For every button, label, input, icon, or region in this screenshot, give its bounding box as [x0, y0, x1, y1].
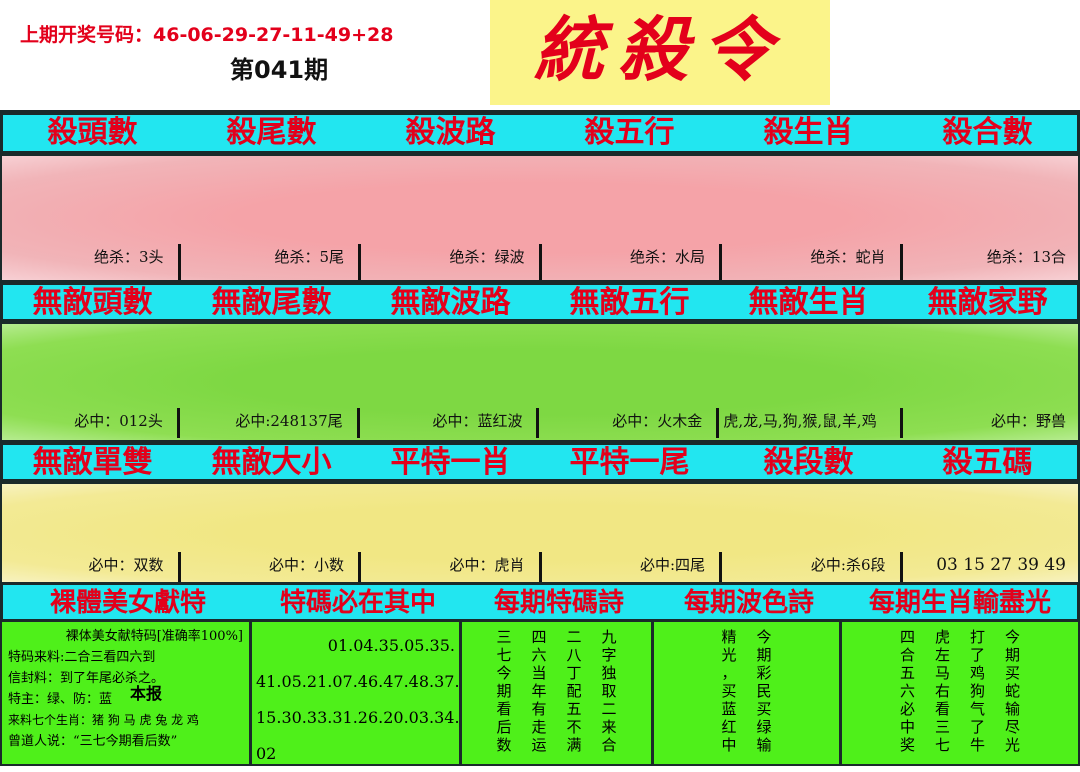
poem-column: 四六当年有走运: [531, 628, 546, 764]
value-cell: 绝杀：蛇肖: [722, 244, 903, 280]
value-cell: 绝杀：绿波: [361, 244, 542, 280]
nude-beauty-panel: 裸体美女献特码[准确率100%] 特码来料:二合三看四六到 信封料：到了年尾必杀…: [2, 622, 252, 764]
poem-column: 打了鸡狗气了牛: [970, 628, 985, 764]
section-3-header: 無敵單雙無敵大小平特一肖平特一尾殺段數殺五碼: [0, 442, 1080, 482]
value-cell: 必中：火木金: [539, 408, 719, 438]
logo: 統殺令: [490, 0, 830, 105]
text-line: 特码来料:二合三看四六到: [8, 647, 243, 668]
poem-column: 九字独取二来合: [602, 628, 617, 764]
number-line: 01.04.35.05.35.: [256, 628, 455, 664]
poem-column: 今期彩民买绿输: [757, 628, 772, 764]
bottom-section: 裸体美女献特码[准确率100%] 特码来料:二合三看四六到 信封料：到了年尾必杀…: [0, 620, 1080, 766]
value-cell: 必中：小数: [181, 552, 362, 582]
text-line: 信封料：到了年尾必杀之。: [8, 668, 243, 689]
header-cell: 平特一尾: [540, 445, 719, 479]
section-1-header: 殺頭數殺尾數殺波路殺五行殺生肖殺合數: [0, 112, 1080, 154]
header-cell: 殺生肖: [719, 115, 898, 151]
header-cell: 殺五行: [540, 115, 719, 151]
header-cell: 無敵頭數: [3, 285, 182, 319]
text-line: 来料七个生肖：猪 狗 马 虎 兔 龙 鸡: [8, 710, 243, 731]
special-numbers-panel: 01.04.35.05.35. 41.05.21.07.46.47.48.37.…: [252, 622, 462, 764]
zodiac-poem: 四合五六必中奖 虎左马右看三七 打了鸡狗气了牛 今期买蛇输尽光: [842, 622, 1078, 764]
number-line: 02: [256, 736, 455, 772]
header-cell: 殺波路: [361, 115, 540, 151]
header-cell: 殺頭數: [3, 115, 182, 151]
value-cell: 绝杀：13合: [903, 244, 1080, 280]
value-cell: 绝杀：水局: [542, 244, 723, 280]
header-cell: 殺合數: [898, 115, 1077, 151]
color-poem: 精光，买蓝红中 今期彩民买绿输: [654, 622, 842, 764]
header-cell: 裸體美女獻特: [3, 585, 253, 619]
section-2-header: 無敵頭數無敵尾數無敵波路無敵五行無敵生肖無敵家野: [0, 282, 1080, 322]
header-cell: 特碼必在其中: [253, 585, 463, 619]
value-cell: 绝杀：3头: [0, 244, 181, 280]
value-cell: 必中:248137尾: [180, 408, 360, 438]
value-cell: 必中：双数: [0, 552, 181, 582]
value-cell: 绝杀：5尾: [181, 244, 362, 280]
poem-column: 四合五六必中奖: [900, 628, 915, 764]
poem-column: 今期买蛇输尽光: [1005, 628, 1020, 764]
value-cell: 必中：野兽: [903, 408, 1080, 438]
value-cell: 必中：虎肖: [361, 552, 542, 582]
number-line: 15.30.33.31.26.20.03.34.: [256, 700, 455, 736]
header-cell: 每期生肖輸盡光: [843, 585, 1077, 619]
value-cell: 必中:四尾: [542, 552, 723, 582]
value-cell: 必中：蓝红波: [360, 408, 540, 438]
header-cell: 無敵波路: [361, 285, 540, 319]
poem-column: 三七今期看后数: [496, 628, 511, 764]
text-line: 裸体美女献特码[准确率100%]: [8, 626, 243, 647]
header-cell: 無敵生肖: [719, 285, 898, 319]
header-cell: 無敵單雙: [3, 445, 182, 479]
header-cell: 平特一肖: [361, 445, 540, 479]
header-cell: 殺段數: [719, 445, 898, 479]
poem-column: 虎左马右看三七: [935, 628, 950, 764]
header-cell: 無敵家野: [898, 285, 1077, 319]
header-cell: 每期波色詩: [655, 585, 843, 619]
text-line: 特主：绿、防：蓝: [8, 689, 243, 710]
section-1-values: 绝杀：3头绝杀：5尾绝杀：绿波绝杀：水局绝杀：蛇肖绝杀：13合: [0, 244, 1080, 280]
header-cell: 無敵尾數: [182, 285, 361, 319]
section-2-values: 必中：012头必中:248137尾必中：蓝红波必中：火木金虎,龙,马,狗,猴,鼠…: [0, 408, 1080, 438]
bottom-header: 裸體美女獻特特碼必在其中每期特碼詩每期波色詩每期生肖輸盡光: [0, 582, 1080, 622]
number-line: 41.05.21.07.46.47.48.37.: [256, 664, 455, 700]
value-cell: 03 15 27 39 49: [903, 552, 1080, 582]
previous-draw: 上期开奖号码：46-06-29-27-11-49+28: [20, 20, 393, 47]
header-cell: 每期特碼詩: [463, 585, 655, 619]
poem-column: 二八丁配五不满: [567, 628, 582, 764]
value-cell: 虎,龙,马,狗,猴,鼠,羊,鸡: [719, 408, 903, 438]
value-cell: 必中：012头: [0, 408, 180, 438]
poem-column: 精光，买蓝红中: [721, 628, 736, 764]
header-cell: 殺五碼: [898, 445, 1077, 479]
code-poem: 三七今期看后数 四六当年有走运 二八丁配五不满 九字独取二来合: [462, 622, 654, 764]
issue-number: 第041期: [230, 50, 328, 85]
header-cell: 殺尾數: [182, 115, 361, 151]
stamp-text: 本报: [130, 680, 162, 704]
header-cell: 無敵五行: [540, 285, 719, 319]
value-cell: 必中:杀6段: [722, 552, 903, 582]
header-cell: 無敵大小: [182, 445, 361, 479]
text-line: 曾道人说：“三七今期看后数”: [8, 731, 243, 752]
